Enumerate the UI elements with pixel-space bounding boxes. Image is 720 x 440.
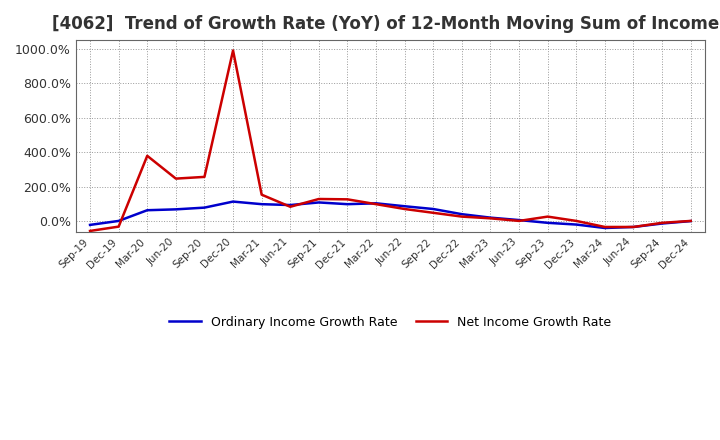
- Title: [4062]  Trend of Growth Rate (YoY) of 12-Month Moving Sum of Incomes: [4062] Trend of Growth Rate (YoY) of 12-…: [52, 15, 720, 33]
- Ordinary Income Growth Rate: [114, 218, 123, 224]
- Net Income Growth Rate: [400, 206, 409, 212]
- Net Income Growth Rate: [143, 153, 152, 158]
- Net Income Growth Rate: [86, 228, 94, 234]
- Net Income Growth Rate: [486, 216, 495, 221]
- Net Income Growth Rate: [544, 214, 552, 219]
- Ordinary Income Growth Rate: [486, 215, 495, 220]
- Net Income Growth Rate: [572, 218, 580, 224]
- Ordinary Income Growth Rate: [257, 202, 266, 207]
- Net Income Growth Rate: [658, 220, 667, 225]
- Net Income Growth Rate: [315, 196, 323, 202]
- Net Income Growth Rate: [257, 192, 266, 197]
- Line: Net Income Growth Rate: Net Income Growth Rate: [90, 51, 690, 231]
- Ordinary Income Growth Rate: [171, 207, 180, 212]
- Net Income Growth Rate: [343, 197, 352, 202]
- Net Income Growth Rate: [286, 204, 294, 209]
- Net Income Growth Rate: [515, 218, 523, 224]
- Ordinary Income Growth Rate: [372, 201, 380, 206]
- Ordinary Income Growth Rate: [600, 225, 609, 231]
- Ordinary Income Growth Rate: [286, 202, 294, 208]
- Ordinary Income Growth Rate: [143, 208, 152, 213]
- Ordinary Income Growth Rate: [658, 221, 667, 226]
- Net Income Growth Rate: [229, 48, 238, 53]
- Net Income Growth Rate: [114, 224, 123, 229]
- Ordinary Income Growth Rate: [629, 224, 638, 230]
- Line: Ordinary Income Growth Rate: Ordinary Income Growth Rate: [90, 202, 690, 228]
- Net Income Growth Rate: [686, 218, 695, 224]
- Legend: Ordinary Income Growth Rate, Net Income Growth Rate: Ordinary Income Growth Rate, Net Income …: [164, 311, 616, 334]
- Ordinary Income Growth Rate: [515, 217, 523, 223]
- Net Income Growth Rate: [600, 224, 609, 230]
- Ordinary Income Growth Rate: [544, 220, 552, 225]
- Ordinary Income Growth Rate: [200, 205, 209, 210]
- Ordinary Income Growth Rate: [429, 206, 438, 212]
- Net Income Growth Rate: [429, 210, 438, 216]
- Ordinary Income Growth Rate: [686, 218, 695, 224]
- Ordinary Income Growth Rate: [86, 222, 94, 227]
- Net Income Growth Rate: [200, 174, 209, 180]
- Ordinary Income Growth Rate: [457, 212, 466, 217]
- Net Income Growth Rate: [171, 176, 180, 181]
- Ordinary Income Growth Rate: [400, 204, 409, 209]
- Ordinary Income Growth Rate: [343, 202, 352, 207]
- Ordinary Income Growth Rate: [229, 199, 238, 204]
- Ordinary Income Growth Rate: [572, 222, 580, 227]
- Ordinary Income Growth Rate: [315, 200, 323, 205]
- Net Income Growth Rate: [457, 214, 466, 219]
- Net Income Growth Rate: [629, 224, 638, 230]
- Net Income Growth Rate: [372, 202, 380, 207]
